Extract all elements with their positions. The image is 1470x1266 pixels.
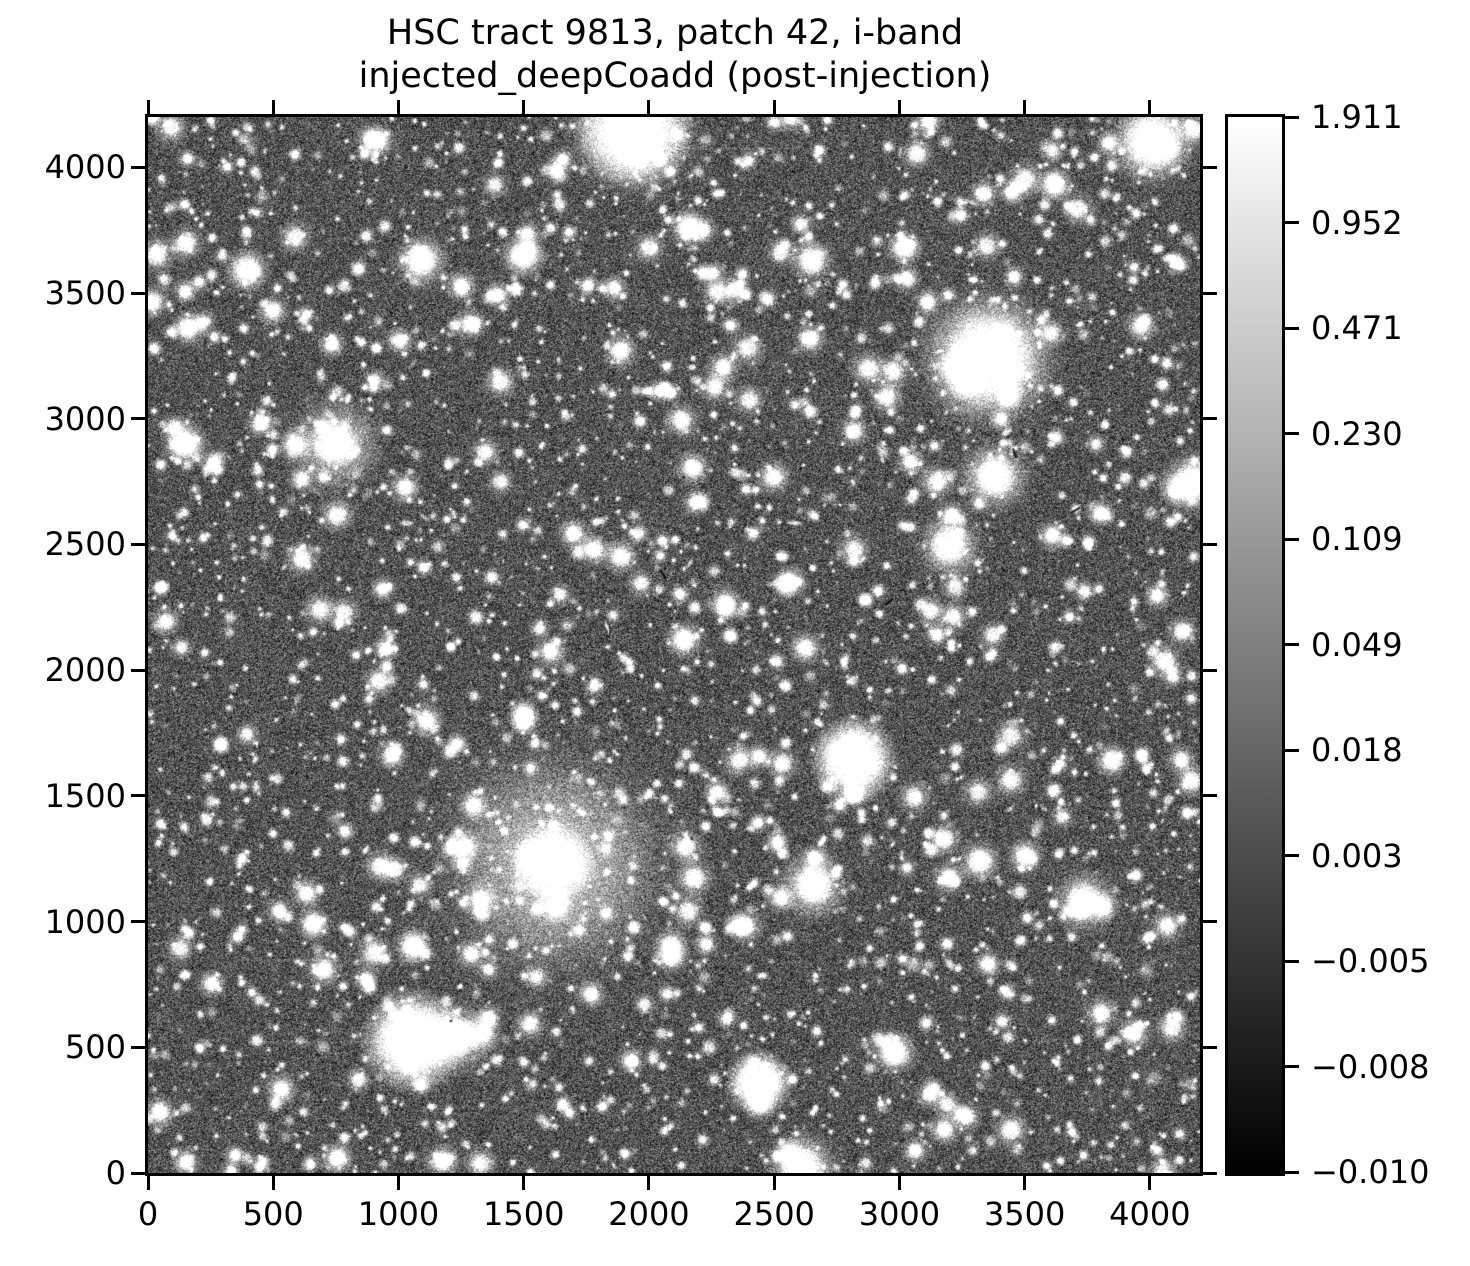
x-tick — [1148, 100, 1152, 114]
colorbar-tick — [1285, 537, 1299, 541]
x-tick — [271, 100, 275, 114]
x-tick — [1023, 1176, 1027, 1190]
y-tick — [131, 920, 145, 924]
colorbar-tick — [1285, 643, 1299, 646]
colorbar-tick — [1285, 1065, 1299, 1068]
y-tick-label: 3500 — [44, 274, 126, 312]
y-tick — [131, 291, 145, 295]
x-tick-label: 1500 — [482, 1195, 565, 1233]
colorbar-tick-label: 1.911 — [1311, 98, 1403, 136]
y-tick-label: 500 — [64, 1028, 126, 1067]
x-tick-label: 2500 — [733, 1195, 815, 1233]
plot-title: HSC tract 9813, patch 42, i-band injecte… — [146, 12, 1204, 98]
x-tick — [1023, 100, 1027, 114]
x-tick — [772, 1176, 776, 1190]
colorbar-tick — [1285, 748, 1299, 752]
colorbar-tick-label: −0.010 — [1311, 1153, 1430, 1191]
x-tick-label: 2000 — [608, 1195, 690, 1233]
colorbar-tick — [1285, 432, 1299, 435]
y-tick — [131, 165, 145, 169]
y-tick — [131, 668, 145, 672]
y-tick — [1203, 291, 1217, 295]
y-tick — [1203, 1171, 1217, 1175]
colorbar-tick-label: 0.109 — [1311, 520, 1403, 558]
colorbar-tick — [1285, 326, 1299, 330]
colorbar-tick — [1285, 221, 1299, 224]
y-tick — [131, 794, 145, 798]
y-tick — [131, 542, 145, 546]
x-tick-label: 3000 — [858, 1195, 941, 1233]
x-tick — [522, 100, 526, 114]
x-tick — [647, 100, 651, 114]
x-tick-label: 3500 — [983, 1195, 1066, 1233]
x-tick — [897, 100, 901, 114]
colorbar-tick-label: 0.230 — [1311, 414, 1403, 453]
y-tick-label: 2000 — [44, 651, 126, 690]
y-tick-label: 1500 — [44, 776, 126, 815]
y-tick-label: 3000 — [44, 399, 126, 438]
colorbar-gradient — [1228, 117, 1282, 1173]
colorbar-tick — [1285, 854, 1299, 857]
y-tick — [1203, 417, 1217, 421]
colorbar-tick-label: −0.005 — [1311, 942, 1430, 980]
colorbar-tick — [1285, 959, 1299, 963]
x-tick — [772, 100, 776, 114]
colorbar — [1225, 114, 1285, 1176]
x-tick — [146, 100, 150, 114]
plot-title-line2: injected_deepCoadd (post-injection) — [358, 56, 992, 96]
colorbar-tick — [1285, 1170, 1299, 1174]
x-tick — [271, 1176, 275, 1190]
y-tick-label: 0 — [105, 1154, 126, 1192]
y-tick — [131, 1045, 145, 1049]
y-tick-label: 1000 — [44, 902, 126, 941]
y-tick — [1203, 165, 1217, 169]
x-tick — [396, 1176, 400, 1190]
x-tick-label: 1000 — [357, 1195, 440, 1233]
y-tick — [1203, 794, 1217, 798]
colorbar-tick-label: 0.952 — [1311, 203, 1403, 242]
colorbar-tick — [1285, 115, 1299, 119]
y-tick — [131, 417, 145, 421]
y-tick — [1203, 542, 1217, 546]
x-tick-label: 500 — [242, 1195, 304, 1233]
x-tick-label: 0 — [137, 1195, 159, 1233]
colorbar-tick-label: 0.003 — [1311, 836, 1403, 875]
colorbar-tick-label: −0.008 — [1311, 1047, 1430, 1086]
y-tick — [1203, 668, 1217, 672]
y-tick — [1203, 920, 1217, 924]
colorbar-tick-label: 0.018 — [1311, 731, 1403, 769]
y-tick-label: 4000 — [44, 148, 126, 187]
y-tick-label: 2500 — [44, 525, 126, 564]
x-tick — [897, 1176, 901, 1190]
y-tick — [1203, 1045, 1217, 1049]
sky-image — [148, 117, 1200, 1173]
x-tick — [522, 1176, 526, 1190]
x-tick — [647, 1176, 651, 1190]
x-tick-label: 4000 — [1109, 1195, 1191, 1233]
x-tick — [146, 1176, 150, 1190]
x-tick — [1148, 1176, 1152, 1190]
plot-title-line1: HSC tract 9813, patch 42, i-band — [386, 13, 964, 53]
x-tick — [396, 100, 400, 114]
y-tick — [131, 1171, 145, 1175]
image-axes — [145, 114, 1203, 1176]
colorbar-tick-label: 0.049 — [1311, 625, 1403, 664]
colorbar-tick-label: 0.471 — [1311, 309, 1403, 347]
